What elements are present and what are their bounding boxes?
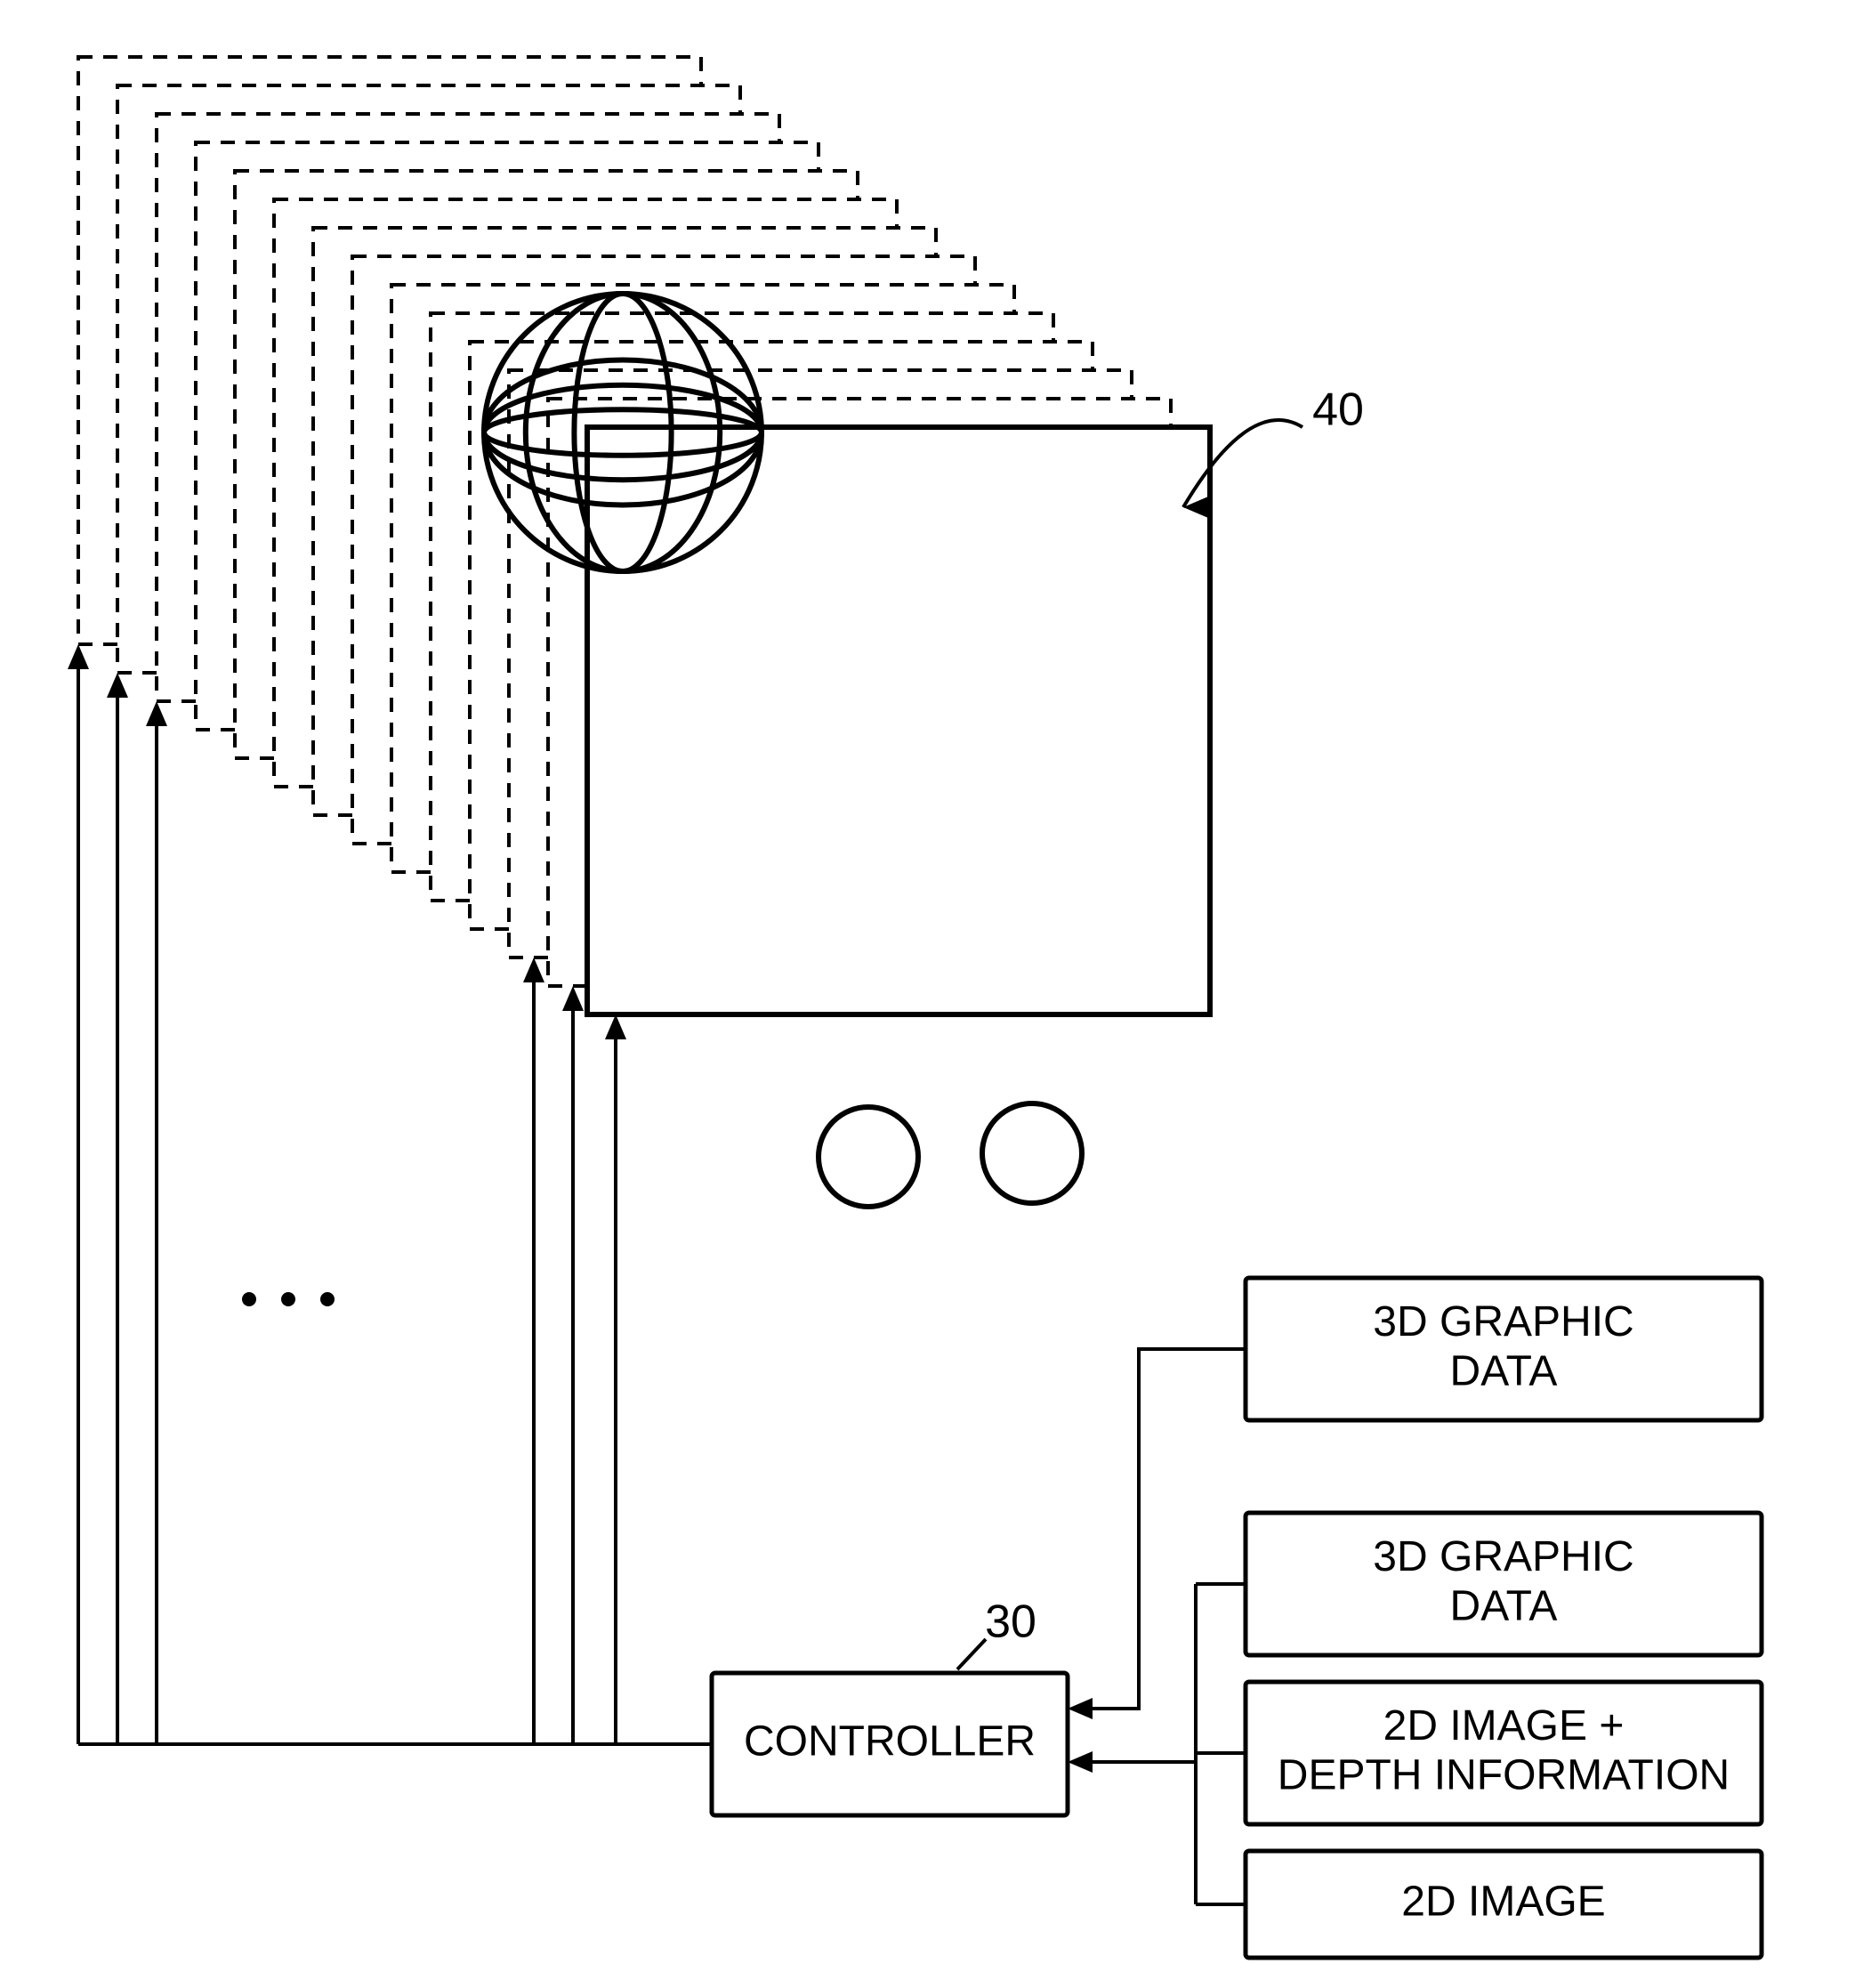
box-input_2d_depth: 2D IMAGE +DEPTH INFORMATION: [1246, 1682, 1762, 1824]
box-inputs_top-label: DATA: [1450, 1347, 1558, 1394]
box-inputs_top: 3D GRAPHICDATA: [1246, 1278, 1762, 1420]
box-input_3d: 3D GRAPHICDATA: [1246, 1513, 1762, 1655]
ellipsis-icon: [242, 1292, 335, 1306]
eye-icon: [982, 1103, 1082, 1203]
box-input_2d_depth-label: DEPTH INFORMATION: [1278, 1751, 1730, 1798]
callout-40-label: 40: [1312, 384, 1364, 436]
box-controller-label: CONTROLLER: [744, 1718, 1036, 1766]
connector-brace: [1093, 1584, 1246, 1904]
callout-30: 30: [957, 1596, 1036, 1669]
box-controller: CONTROLLER: [712, 1673, 1068, 1815]
connector-top-input: [1093, 1349, 1246, 1709]
display-panel: [587, 427, 1210, 1014]
panel-stack: [78, 57, 1210, 1014]
box-input_2d_depth-label: 2D IMAGE +: [1383, 1702, 1625, 1750]
eye-icon: [819, 1107, 918, 1207]
callout-30-label: 30: [985, 1596, 1036, 1648]
box-input_2d-label: 2D IMAGE: [1401, 1879, 1605, 1926]
box-input_3d-label: 3D GRAPHIC: [1373, 1533, 1633, 1580]
box-input_3d-label: DATA: [1450, 1582, 1558, 1629]
box-input_2d: 2D IMAGE: [1246, 1851, 1762, 1958]
box-inputs_top-label: 3D GRAPHIC: [1373, 1298, 1633, 1346]
